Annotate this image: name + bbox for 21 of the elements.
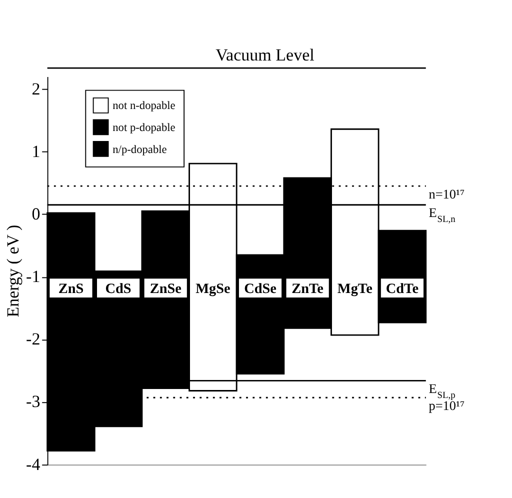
y-tick-label: 0 <box>32 204 40 224</box>
y-tick-label: -1 <box>26 267 40 286</box>
x-tick-label: ZnS <box>58 280 84 297</box>
text: n=10¹⁷ <box>428 186 465 202</box>
y-tick-label: -2 <box>26 330 40 349</box>
y-axis-title: Energy ( eV ) <box>3 224 22 318</box>
x-tick-label: CdS <box>105 280 132 297</box>
x-tick-label: MgSe <box>196 280 230 297</box>
legend-label: not n-dopable <box>112 100 176 112</box>
legend-label: not p-dopable <box>112 122 176 134</box>
x-tick-label: CdTe <box>386 280 419 297</box>
y-tick-label: 1 <box>32 142 40 161</box>
x-tick-label: CdSe <box>244 280 276 297</box>
text: Vacuum Level <box>216 45 315 64</box>
y-tick-label: -4 <box>26 454 41 474</box>
y-tick-label: -3 <box>26 392 40 412</box>
x-tick-label: ZnSe <box>150 280 182 297</box>
y-tick-label: 2 <box>32 79 40 98</box>
x-tick-label: MgTe <box>337 280 372 297</box>
legend-label: n/p-dopable <box>112 144 167 156</box>
x-tick-label: ZnTe <box>292 280 324 297</box>
